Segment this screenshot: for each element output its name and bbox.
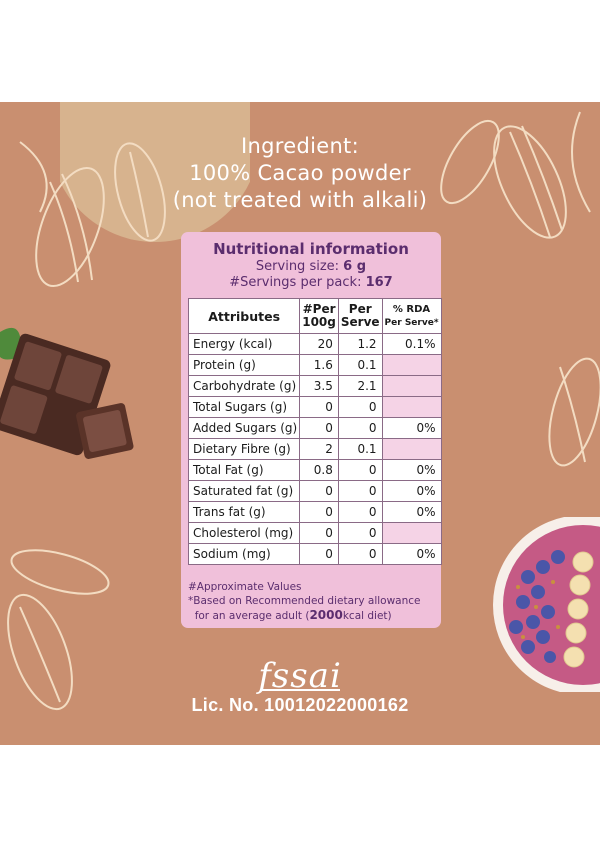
footnote-approx: #Approximate Values [188, 581, 302, 593]
row-per-serve: 0 [337, 543, 383, 565]
footnotes: #Approximate Values *Based on Recommende… [188, 580, 438, 623]
row-attribute: Cholesterol (mg) [187, 522, 301, 544]
row-rda [381, 354, 442, 376]
nutrition-title: Nutritional information [213, 240, 409, 258]
row-rda: 0% [381, 501, 442, 523]
row-attribute: Carbohydrate (g) [187, 375, 301, 397]
ingredient-note: (not treated with alkali) [172, 188, 428, 212]
footnote-rda: *Based on Recommended dietary allowance [188, 595, 421, 607]
cacao-pod-icon [7, 549, 110, 711]
cacao-pod-icon [440, 111, 591, 239]
row-rda [381, 438, 442, 460]
row-per-serve: 0 [337, 417, 383, 439]
table-row: Trans fat (g) 0 0 0% [187, 501, 442, 523]
row-per-100g: 0.8 [299, 459, 339, 481]
smoothie-bowl-icon [493, 517, 600, 692]
row-per-serve: 0.1 [337, 354, 383, 376]
row-per-serve: 0 [337, 396, 383, 418]
row-rda [381, 396, 442, 418]
row-per-serve: 0.1 [337, 438, 383, 460]
row-per-100g: 0 [299, 396, 339, 418]
cacao-pod-icon [548, 357, 600, 467]
row-per-100g: 0 [299, 522, 339, 544]
row-attribute: Saturated fat (g) [187, 480, 301, 502]
row-rda [381, 375, 442, 397]
row-attribute: Protein (g) [187, 354, 301, 376]
table-header-row: Attributes #Per 100g Per Serve % RDA Per Se… [187, 298, 442, 334]
row-per-100g: 0 [299, 417, 339, 439]
row-per-serve: 0 [337, 480, 383, 502]
footnote-adult: for an average adult (2000kcal diet) [194, 608, 392, 622]
row-rda: 0% [381, 459, 442, 481]
row-rda: 0% [381, 543, 442, 565]
table-row: Carbohydrate (g) 3.5 2.1 [187, 375, 442, 397]
row-attribute: Trans fat (g) [187, 501, 301, 523]
row-attribute: Energy (kcal) [187, 333, 301, 355]
ingredient-heading: Ingredient: [241, 134, 359, 158]
cacao-pod-icon [19, 141, 166, 288]
row-per-100g: 1.6 [299, 354, 339, 376]
nutrition-table: Attributes #Per 100g Per Serve % RDA Per Se… [187, 298, 442, 565]
license-number: Lic. No. 10012022000162 [191, 695, 409, 715]
beige-circle-decoration [60, 102, 250, 242]
servings-per-pack: #Servings per pack: 167 [229, 275, 393, 290]
row-per-serve: 0 [337, 501, 383, 523]
row-rda: 0% [381, 417, 442, 439]
col-header-per-100g: #Per 100g [299, 298, 339, 334]
row-per-100g: 0 [299, 480, 339, 502]
row-per-100g: 20 [299, 333, 339, 355]
row-per-serve: 1.2 [337, 333, 383, 355]
serving-size: Serving size: 6 g [255, 259, 367, 274]
table-row: Energy (kcal) 20 1.2 0.1% [187, 333, 442, 355]
row-per-serve: 0 [337, 522, 383, 544]
row-rda: 0% [381, 480, 442, 502]
table-row: Protein (g) 1.6 0.1 [187, 354, 442, 376]
row-per-100g: 0 [299, 543, 339, 565]
table-row: Cholesterol (mg) 0 0 [187, 522, 442, 544]
ingredient-name: 100% Cacao powder [189, 161, 411, 185]
table-row: Total Sugars (g) 0 0 [187, 396, 442, 418]
row-attribute: Added Sugars (g) [187, 417, 301, 439]
row-attribute: Total Sugars (g) [187, 396, 301, 418]
col-header-per-serve: Per Serve [337, 298, 383, 334]
col-header-rda: % RDA Per Serve* [381, 298, 442, 334]
table-row: Saturated fat (g) 0 0 0% [187, 480, 442, 502]
row-per-100g: 0 [299, 501, 339, 523]
row-attribute: Sodium (mg) [187, 543, 301, 565]
fssai-logo-underline [262, 689, 340, 691]
row-per-serve: 2.1 [337, 375, 383, 397]
row-per-100g: 3.5 [299, 375, 339, 397]
table-row: Added Sugars (g) 0 0 0% [187, 417, 442, 439]
package-panel [0, 102, 600, 745]
row-attribute: Total Fat (g) [187, 459, 301, 481]
nutrition-card: Nutritional information Serving size: 6 … [181, 232, 442, 628]
row-per-100g: 2 [299, 438, 339, 460]
fssai-logo: fssai [258, 656, 342, 696]
row-rda: 0.1% [381, 333, 442, 355]
table-row: Sodium (mg) 0 0 0% [187, 543, 442, 565]
row-attribute: Dietary Fibre (g) [187, 438, 301, 460]
table-row: Total Fat (g) 0.8 0 0% [187, 459, 442, 481]
table-row: Dietary Fibre (g) 2 0.1 [187, 438, 442, 460]
ingredient-statement: Ingredient: 100% Cacao powder (not treat… [0, 133, 600, 214]
row-per-serve: 0 [337, 459, 383, 481]
row-rda [381, 522, 442, 544]
chocolate-bar-icon [0, 327, 134, 459]
col-header-attributes: Attributes [187, 298, 301, 334]
